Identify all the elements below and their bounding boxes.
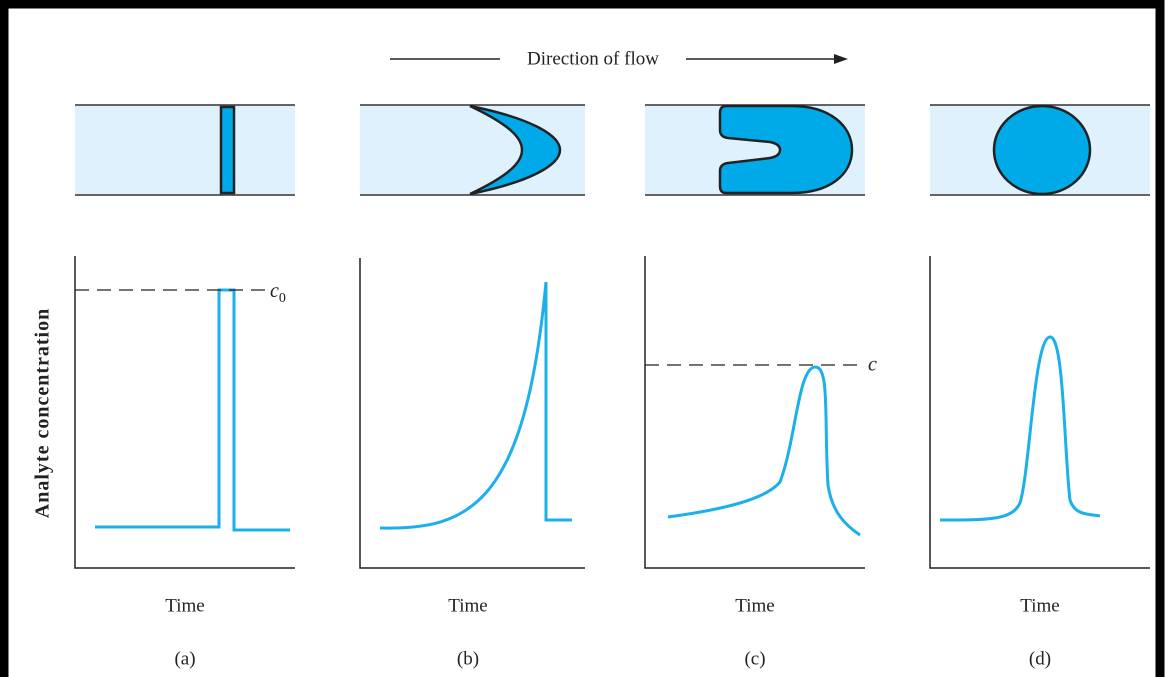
annotation-subscript: 0 [279,291,286,306]
analyte-band [994,106,1090,194]
caption: (c) [744,648,765,669]
x-axis-label: Time [448,595,487,616]
x-axis-label: Time [735,595,774,616]
caption: (d) [1029,648,1051,669]
x-axis-label: Time [1020,595,1059,616]
caption: (b) [457,648,479,669]
caption: (a) [174,648,195,669]
diagram: Direction of flow Analyte concentration … [0,0,1168,677]
annotation-label: c [270,280,279,302]
x-axis-label: Time [165,595,204,616]
background [0,0,1168,677]
flow-title: Direction of flow [527,48,659,69]
annotation: c [868,354,877,376]
analyte-band [221,107,234,193]
tube [75,105,295,195]
y-axis-label: Analyte concentration [32,308,54,518]
